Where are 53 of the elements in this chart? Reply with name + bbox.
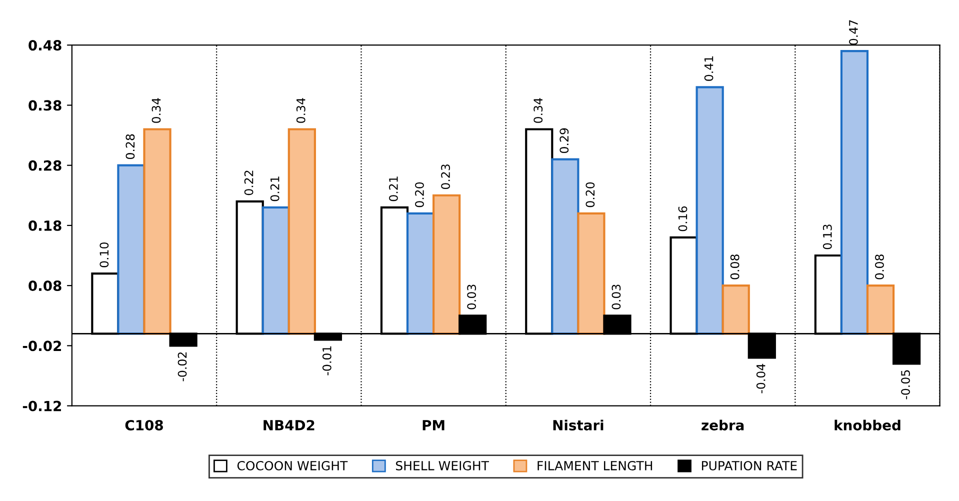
bar bbox=[722, 284, 750, 335]
y-tick-label: 0.38 bbox=[28, 100, 62, 111]
bar bbox=[866, 284, 895, 335]
data-label: 0.20 bbox=[415, 182, 424, 208]
bar bbox=[143, 128, 172, 335]
data-label: 0.29 bbox=[560, 128, 569, 153]
y-tick-label: 0.28 bbox=[28, 160, 62, 171]
x-tick-label: NB4D2 bbox=[264, 420, 314, 430]
data-label: 0.13 bbox=[822, 224, 832, 250]
x-tick-label: zebra bbox=[702, 420, 744, 430]
data-label: -0.02 bbox=[178, 352, 187, 382]
data-label: 0.34 bbox=[152, 98, 161, 123]
x-tick-label: PM bbox=[422, 420, 444, 430]
data-label: 0.47 bbox=[848, 20, 858, 45]
y-tick-label: 0.48 bbox=[28, 40, 62, 51]
y-tick-label: -0.02 bbox=[22, 340, 61, 352]
data-label: 0.03 bbox=[467, 284, 476, 310]
x-tick-label: Nistari bbox=[553, 420, 604, 430]
legend-label: SHELL WEIGHT bbox=[396, 460, 489, 470]
data-label: 0.21 bbox=[388, 176, 398, 202]
data-label: 0.16 bbox=[678, 206, 688, 232]
data-label: 0.22 bbox=[244, 170, 254, 196]
bar bbox=[551, 158, 580, 335]
legend-label: FILAMENT LENGTH bbox=[538, 460, 652, 470]
data-label: 0.41 bbox=[704, 56, 714, 81]
data-label: -0.01 bbox=[322, 346, 332, 376]
x-tick-label: C108 bbox=[125, 420, 163, 430]
data-label: -0.05 bbox=[901, 370, 910, 400]
bar bbox=[840, 50, 869, 335]
data-label: 0.34 bbox=[534, 98, 543, 123]
data-label: 0.23 bbox=[441, 164, 450, 190]
bar bbox=[288, 128, 316, 335]
x-tick-label: knobbed bbox=[834, 420, 900, 430]
data-label: 0.21 bbox=[270, 176, 280, 202]
legend-label: COCOON WEIGHT bbox=[237, 460, 348, 470]
data-label: 0.08 bbox=[875, 254, 884, 280]
y-tick-label: -0.12 bbox=[22, 400, 61, 412]
bar bbox=[406, 212, 435, 335]
data-label: 0.03 bbox=[612, 284, 621, 310]
data-label: -0.04 bbox=[756, 364, 766, 394]
data-label: 0.20 bbox=[586, 182, 595, 208]
data-label: 0.34 bbox=[296, 98, 306, 123]
bar bbox=[696, 86, 724, 335]
bar bbox=[432, 194, 461, 335]
legend-label: PUPATION RATE bbox=[702, 460, 797, 470]
bar bbox=[577, 212, 606, 335]
data-label: 0.08 bbox=[730, 254, 740, 280]
data-label: 0.28 bbox=[126, 134, 135, 159]
y-tick-label: 0.18 bbox=[28, 220, 62, 231]
y-tick-label: 0.08 bbox=[28, 280, 62, 292]
bar bbox=[117, 164, 146, 335]
bar bbox=[262, 206, 290, 335]
data-label: 0.10 bbox=[100, 242, 109, 268]
